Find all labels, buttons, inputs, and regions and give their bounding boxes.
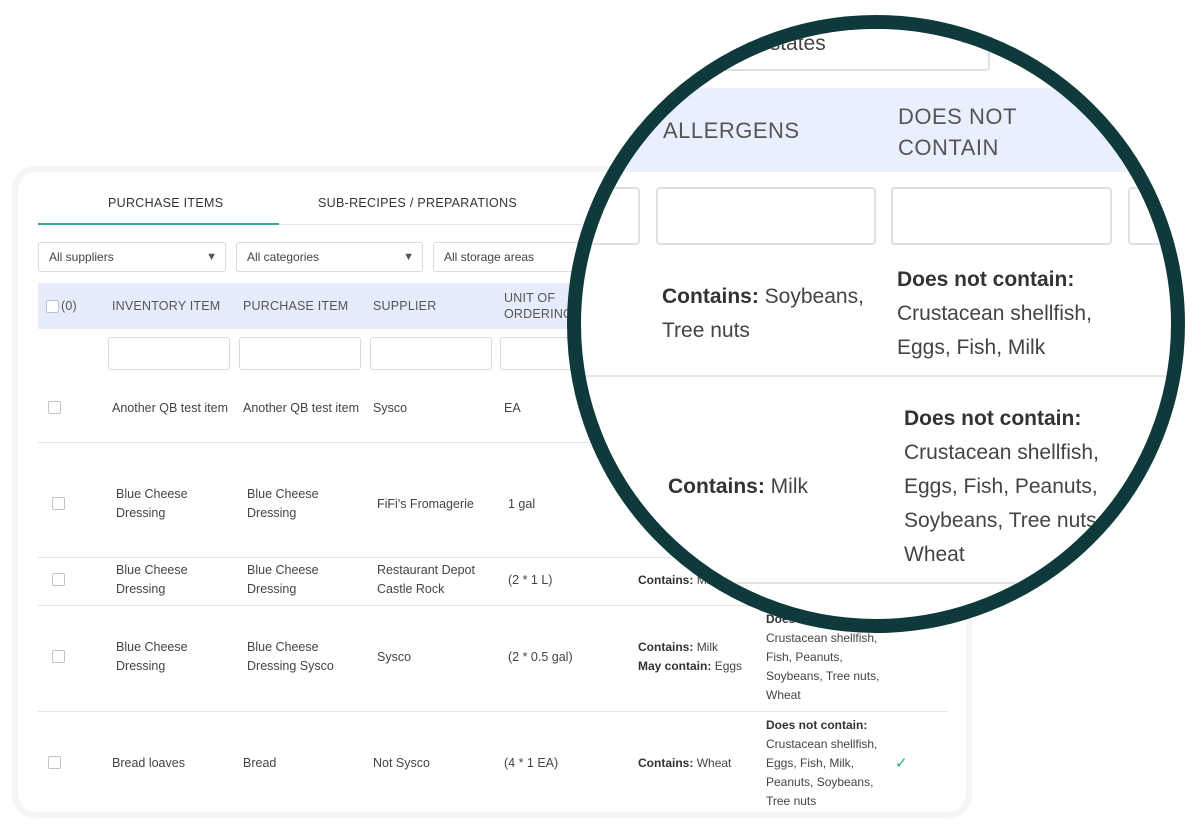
tab-sub-recipes[interactable]: SUB-RECIPES / PREPARATIONS [318, 196, 518, 210]
cell: Blue Cheese Dressing Sysco [247, 640, 334, 673]
filter-text: All categories [247, 250, 320, 264]
cell: Blue Cheese Dressing [116, 563, 188, 596]
tab-purchase-items[interactable]: PURCHASE ITEMS [108, 196, 224, 210]
tab-underline [38, 223, 279, 225]
cell: Sysco [377, 649, 412, 664]
cell: Blue Cheese Dressing [247, 563, 319, 596]
chevron: ▼ [955, 30, 971, 47]
zoom-contains: Contains: Soybeans, Tree nuts [662, 280, 877, 348]
cell: FiFi's Fromagerie [377, 496, 474, 511]
cell: Bread loaves [112, 755, 185, 770]
allergens: Contains: Milk May contain: Eggs [638, 638, 762, 676]
value: Crustacean shellfish, Eggs, Fish, Milk, … [766, 736, 878, 808]
row-divider [38, 605, 948, 606]
cell: 1 gal [508, 496, 536, 511]
zoom-column-header: ALLERGENS [663, 118, 800, 143]
value: Soybeans, Tree nuts [662, 285, 864, 342]
label: Does not contain: [897, 268, 1075, 291]
select-all-checkbox[interactable] [46, 300, 59, 313]
cell: Blue Cheese Dressing [247, 487, 319, 520]
value: Eggs [714, 659, 743, 673]
zoom-header-band [581, 88, 1171, 172]
column-input[interactable] [370, 337, 492, 370]
zoom-input[interactable] [1128, 187, 1171, 245]
column-header[interactable]: INVENTORY ITEM [112, 299, 221, 313]
zoom-does-not-contain: Does not contain: Crustacean shellfish, E… [897, 263, 1127, 365]
column-header[interactable]: UNIT OF ORDERING [504, 291, 573, 321]
value: Crustacean shellfish, Eggs, Fish, Peanut… [904, 441, 1103, 566]
row-divider [38, 711, 948, 712]
does-not-contain: Does not contain: Crustacean shellfish, E… [766, 716, 890, 811]
value: Crustacean shellfish, Fish, Peanuts, Soy… [766, 630, 880, 702]
label: Does not contain: [904, 407, 1082, 430]
zoom-input[interactable] [656, 187, 876, 245]
label: Contains: [662, 285, 759, 308]
magnified-content: tion states ▼ ALLERGENS DOES NOT CONTAIN… [581, 29, 1171, 619]
category-filter[interactable]: All categories ▼ [236, 242, 423, 272]
cell: (2 * 0.5 gal) [508, 649, 573, 664]
cell: Blue Cheese Dressing [116, 487, 188, 520]
cell: (2 * 1 L) [508, 572, 553, 587]
row-checkbox[interactable] [52, 573, 65, 586]
row-divider [581, 582, 1171, 584]
row-checkbox[interactable] [52, 497, 65, 510]
value: Wheat [696, 755, 732, 770]
filter-text: All storage areas [444, 250, 535, 264]
cell: Another QB test item [243, 400, 360, 415]
cell: (4 * 1 EA) [504, 755, 559, 770]
allergen-line: Contains: Milk [638, 638, 762, 657]
cell: Sysco [373, 400, 408, 415]
cell: Bread [243, 755, 277, 770]
zoom-column-header: DOES NOT CONTAIN [898, 104, 1017, 160]
header-band [38, 283, 598, 329]
zoom-filter-text: tion states [730, 32, 826, 55]
cell: EA [504, 400, 521, 415]
value: Milk [770, 475, 808, 498]
magnifier: tion states ▼ ALLERGENS DOES NOT CONTAIN… [567, 15, 1185, 633]
row-checkbox[interactable] [48, 401, 61, 414]
value: Crustacean shellfish, Eggs, Fish, Milk [897, 302, 1092, 359]
column-header[interactable]: PURCHASE ITEM [243, 299, 349, 313]
label: Contains: [668, 475, 765, 498]
filter-text: All suppliers [49, 250, 114, 264]
row-divider [581, 375, 1171, 377]
column-header[interactable]: SUPPLIER [373, 299, 437, 313]
allergen-line: Contains: Wheat [638, 754, 762, 773]
cell: Not Sysco [373, 755, 430, 770]
select-count: (0) [61, 299, 77, 313]
label: May contain: [638, 659, 712, 673]
chevron: ▼ [403, 251, 414, 263]
row-checkbox[interactable] [48, 756, 61, 769]
label: Contains: [638, 640, 694, 654]
zoom-input[interactable] [891, 187, 1112, 245]
label: Contains: [638, 755, 694, 770]
allergen-line: May contain: Eggs [638, 657, 762, 676]
zoom-input[interactable] [581, 187, 640, 245]
allergens: Contains: Wheat [638, 754, 762, 773]
cell: Blue Cheese Dressing [116, 640, 188, 673]
value: Milk [696, 640, 719, 654]
row-divider [38, 557, 948, 558]
row-checkbox[interactable] [52, 650, 65, 663]
status-check: ✓ [895, 755, 908, 772]
chevron: ▼ [206, 251, 217, 263]
zoom-does-not-contain: Does not contain: Crustacean shellfish, E… [904, 402, 1134, 572]
column-input[interactable] [239, 337, 361, 370]
supplier-filter[interactable]: All suppliers ▼ [38, 242, 226, 272]
row-divider [38, 442, 948, 443]
cell: Another QB test item [112, 400, 229, 415]
zoom-filter[interactable] [700, 29, 990, 71]
zoom-contains: Contains: Milk [668, 470, 883, 504]
label: Does not contain: [766, 717, 868, 732]
cell: Restaurant Depot Castle Rock [377, 563, 475, 596]
column-input[interactable] [108, 337, 230, 370]
